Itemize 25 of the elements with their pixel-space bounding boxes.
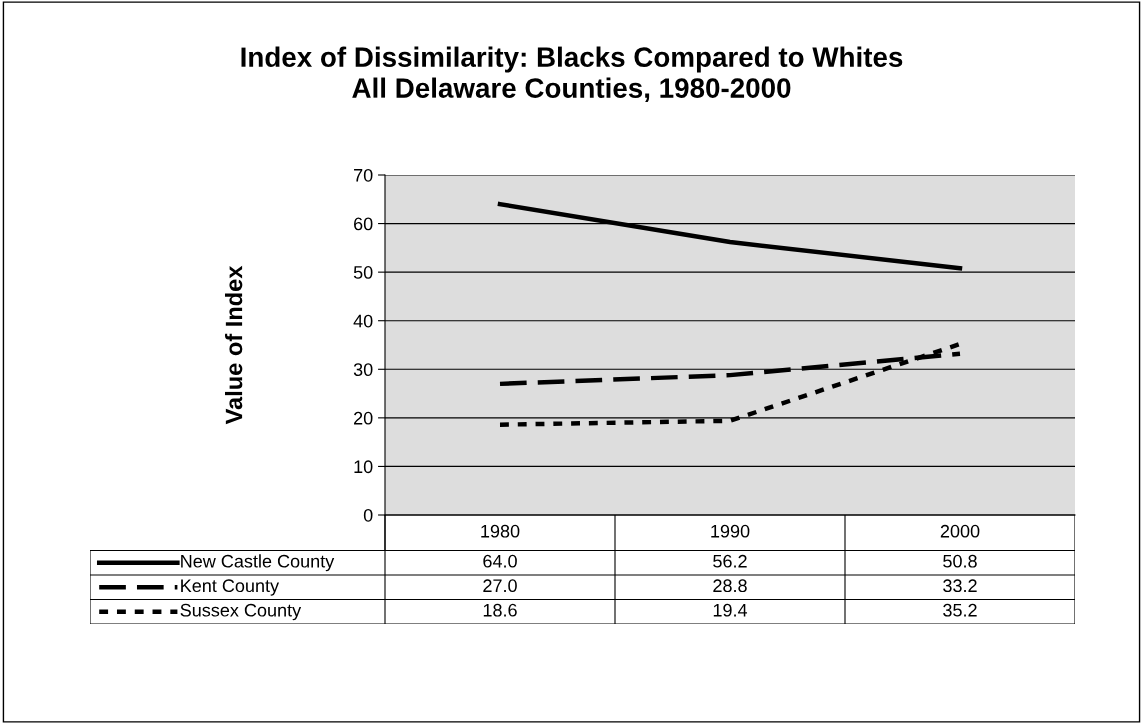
x-tick-label: 1980 xyxy=(481,524,520,538)
data-label: 28.8 xyxy=(713,579,747,593)
data-label: 56.2 xyxy=(713,554,747,568)
chart-title: Index of Dissimilarity: Blacks Compared to Whites All Delaware Counties, 1980-2000 xyxy=(241,46,903,102)
y-tick-label: 0 xyxy=(363,508,373,522)
data-label: 33.2 xyxy=(943,579,977,593)
y-tick-label: 50 xyxy=(353,266,373,279)
y-tick-label: 30 xyxy=(353,363,373,377)
x-tick-label: 1990 xyxy=(711,524,750,538)
legend-label: Sussex County xyxy=(180,603,302,621)
data-label: 18.6 xyxy=(483,603,517,617)
legend-label: Kent County xyxy=(181,579,280,596)
y-tick-label: 60 xyxy=(354,217,373,231)
y-tick-label: 20 xyxy=(354,411,373,425)
data-label: 35.2 xyxy=(943,603,977,617)
y-tick-label: 70 xyxy=(354,168,373,182)
y-axis-title: Value of Index xyxy=(224,265,243,425)
data-label: 50.8 xyxy=(943,554,977,568)
legend-label: New Castle County xyxy=(181,554,335,572)
y-tick-label: 10 xyxy=(354,460,373,474)
data-label: 27.0 xyxy=(483,579,517,593)
y-tick-label: 40 xyxy=(353,314,373,328)
data-label: 19.4 xyxy=(713,603,748,617)
data-label: 64.0 xyxy=(483,554,517,568)
x-tick-label: 2000 xyxy=(940,524,980,538)
